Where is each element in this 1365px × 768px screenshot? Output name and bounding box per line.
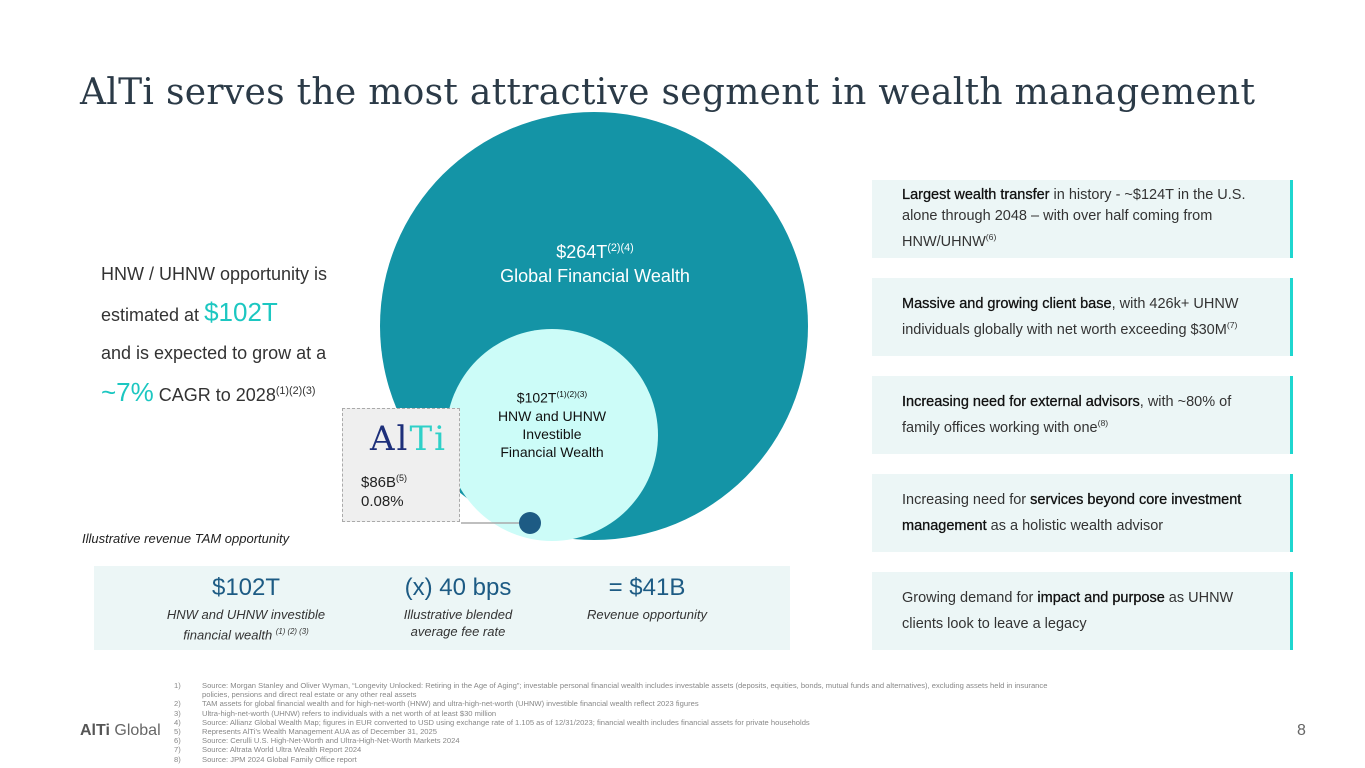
footer-brand: AlTi Global bbox=[80, 722, 161, 739]
alti-dot bbox=[519, 512, 541, 534]
page-number: 8 bbox=[1297, 722, 1306, 739]
outer-circle-label: $264T(2)(4) Global Financial Wealth bbox=[500, 242, 690, 286]
highlight-cagr: ~7% bbox=[101, 377, 154, 407]
tam-revenue: = $41B Revenue opportunity bbox=[587, 574, 707, 622]
tam-wealth: $102T HNW and UHNW investible financial w… bbox=[166, 574, 326, 643]
alti-share-box: AlTi $86B(5) 0.08% bbox=[342, 408, 460, 522]
tam-panel: $102T HNW and UHNW investible financial w… bbox=[94, 566, 790, 650]
card-external-advisors: Increasing need for external advisors, w… bbox=[872, 376, 1293, 454]
opportunity-summary: HNW / UHNW opportunity is estimated at $… bbox=[101, 255, 381, 414]
summary-line: and is expected to grow at a bbox=[101, 343, 327, 363]
card-wealth-transfer: Largest wealth transfer in history - ~$1… bbox=[872, 180, 1293, 258]
highlight-102t: $102T bbox=[204, 297, 278, 327]
footnotes: 1) Source: Morgan Stanley and Oliver Wyma… bbox=[174, 681, 1048, 764]
card-impact: Growing demand for impact and purpose as… bbox=[872, 572, 1293, 650]
summary-line: ~7% CAGR to 2028(1)(2)(3) bbox=[101, 377, 316, 407]
inner-circle bbox=[446, 329, 658, 541]
tam-fee-rate: (x) 40 bps Illustrative blended average f… bbox=[403, 574, 513, 639]
card-client-base: Massive and growing client base, with 42… bbox=[872, 278, 1293, 356]
illustrative-label: Illustrative revenue TAM opportunity bbox=[82, 531, 290, 546]
card-services: Increasing need for services beyond core… bbox=[872, 474, 1293, 552]
alti-logo: AlTi bbox=[370, 419, 447, 459]
inner-circle-label: $102T(1)(2)(3) HNW and UHNW Investible F… bbox=[497, 389, 607, 460]
summary-line: estimated at $102T bbox=[101, 297, 278, 327]
page-title: AlTi serves the most attractive segment … bbox=[80, 72, 1256, 113]
summary-line: HNW / UHNW opportunity is bbox=[101, 264, 328, 284]
